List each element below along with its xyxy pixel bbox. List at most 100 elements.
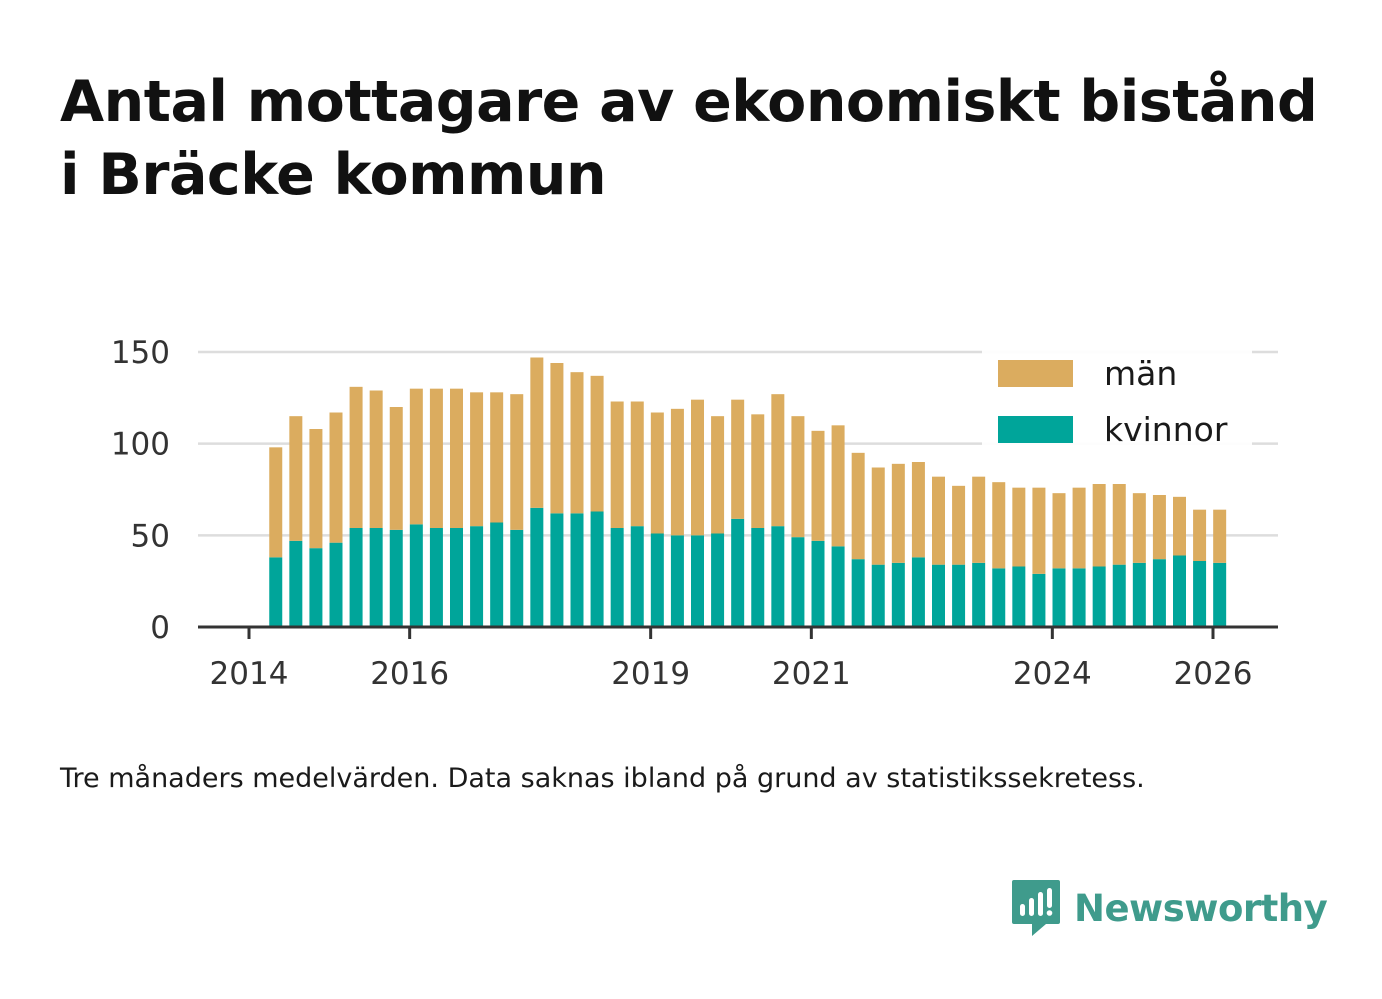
bar-man (409, 388, 423, 525)
bar-kvinnor (751, 528, 765, 627)
bar-kvinnor (490, 522, 504, 627)
bar-marks (269, 357, 1227, 627)
x-tick-label: 2021 (772, 656, 851, 692)
bar-man (289, 416, 303, 541)
bar-kvinnor (530, 507, 544, 627)
bar-kvinnor (329, 542, 343, 627)
bar-man (1213, 509, 1227, 563)
bar-kvinnor (1152, 559, 1166, 627)
bar-kvinnor (670, 535, 684, 627)
bar-kvinnor (972, 562, 986, 627)
bar-kvinnor (1092, 566, 1106, 627)
bar-kvinnor (1132, 562, 1146, 627)
bar-man (972, 476, 986, 563)
bar-kvinnor (711, 533, 725, 627)
legend-label: kvinnor (1104, 410, 1228, 449)
axes: 0 50 100 150 2014 2016 2019 2021 2024 2026 (111, 335, 1278, 692)
bar-man (1173, 496, 1187, 556)
y-tick-label: 100 (111, 427, 170, 463)
bar-man (1132, 493, 1146, 563)
bar-kvinnor (791, 537, 805, 627)
bar-kvinnor (269, 557, 283, 627)
bar-man (811, 430, 825, 541)
bar-kvinnor (691, 535, 705, 627)
bar-kvinnor (309, 548, 323, 627)
bar-kvinnor (891, 562, 905, 627)
bar-man (691, 399, 705, 536)
legend: män kvinnor (982, 350, 1252, 450)
bar-man (670, 408, 684, 536)
bar-kvinnor (731, 518, 745, 627)
legend-swatch (998, 416, 1073, 443)
bar-man (490, 392, 504, 523)
bar-man (1112, 484, 1126, 565)
x-tick-label: 2014 (210, 656, 289, 692)
bar-man (791, 416, 805, 538)
bar-kvinnor (429, 528, 443, 627)
bar-kvinnor (409, 524, 423, 627)
bar-man (389, 407, 403, 530)
bar-kvinnor (630, 526, 644, 627)
y-tick-label: 0 (150, 610, 170, 646)
bar-kvinnor (771, 526, 785, 627)
bar-kvinnor (871, 564, 885, 627)
bar-man (470, 392, 484, 527)
bar-kvinnor (851, 559, 865, 627)
bar-man (751, 414, 765, 528)
bar-man (932, 476, 946, 565)
bar-man (630, 401, 644, 527)
y-tick-label: 150 (111, 335, 170, 371)
bar-kvinnor (450, 528, 464, 627)
bar-kvinnor (470, 526, 484, 627)
bar-man (1193, 509, 1207, 561)
bar-man (349, 386, 363, 528)
bar-kvinnor (650, 533, 664, 627)
bar-kvinnor (590, 511, 604, 627)
footnote: Tre månaders medelvärden. Data saknas ib… (60, 763, 1145, 794)
bar-man (952, 485, 966, 565)
bar-man (711, 416, 725, 534)
x-tick-label: 2026 (1174, 656, 1253, 692)
bar-kvinnor (1213, 562, 1227, 627)
bar-man (992, 482, 1006, 569)
bar-kvinnor (1072, 568, 1086, 627)
bar-man (650, 412, 664, 534)
bar-kvinnor (289, 540, 303, 627)
bar-man (891, 463, 905, 563)
bar-man (851, 452, 865, 560)
bar-man (771, 394, 785, 527)
bar-kvinnor (1032, 573, 1046, 627)
bar-kvinnor (1112, 564, 1126, 627)
bar-man (911, 462, 925, 558)
bar-man (610, 401, 624, 528)
bar-man (731, 399, 745, 519)
bar-man (550, 363, 564, 514)
legend-label: män (1104, 354, 1177, 393)
bar-man (1052, 493, 1066, 569)
bar-man (570, 372, 584, 514)
y-tick-label: 50 (131, 518, 170, 554)
bar-kvinnor (389, 529, 403, 627)
bar-kvinnor (952, 564, 966, 627)
bar-kvinnor (911, 557, 925, 627)
bar-kvinnor (510, 529, 524, 627)
bar-man (530, 357, 544, 508)
bar-man (871, 467, 885, 565)
x-tick-label: 2024 (1013, 656, 1092, 692)
bar-man (1092, 484, 1106, 567)
bar-kvinnor (831, 546, 845, 627)
bar-kvinnor (1173, 555, 1187, 627)
chart-title: Antal mottagare av ekonomiskt bistånd i … (60, 69, 1318, 208)
bar-kvinnor (1193, 561, 1207, 627)
bar-man (309, 429, 323, 549)
bar-man (1152, 495, 1166, 560)
bar-kvinnor (932, 564, 946, 627)
brand-logo[interactable]: Newsworthy (1010, 878, 1328, 938)
bar-man (1032, 487, 1046, 574)
bar-man (329, 412, 343, 543)
bar-man (450, 388, 464, 528)
bar-kvinnor (349, 528, 363, 627)
x-tick-label: 2016 (370, 656, 449, 692)
bar-kvinnor (811, 540, 825, 627)
